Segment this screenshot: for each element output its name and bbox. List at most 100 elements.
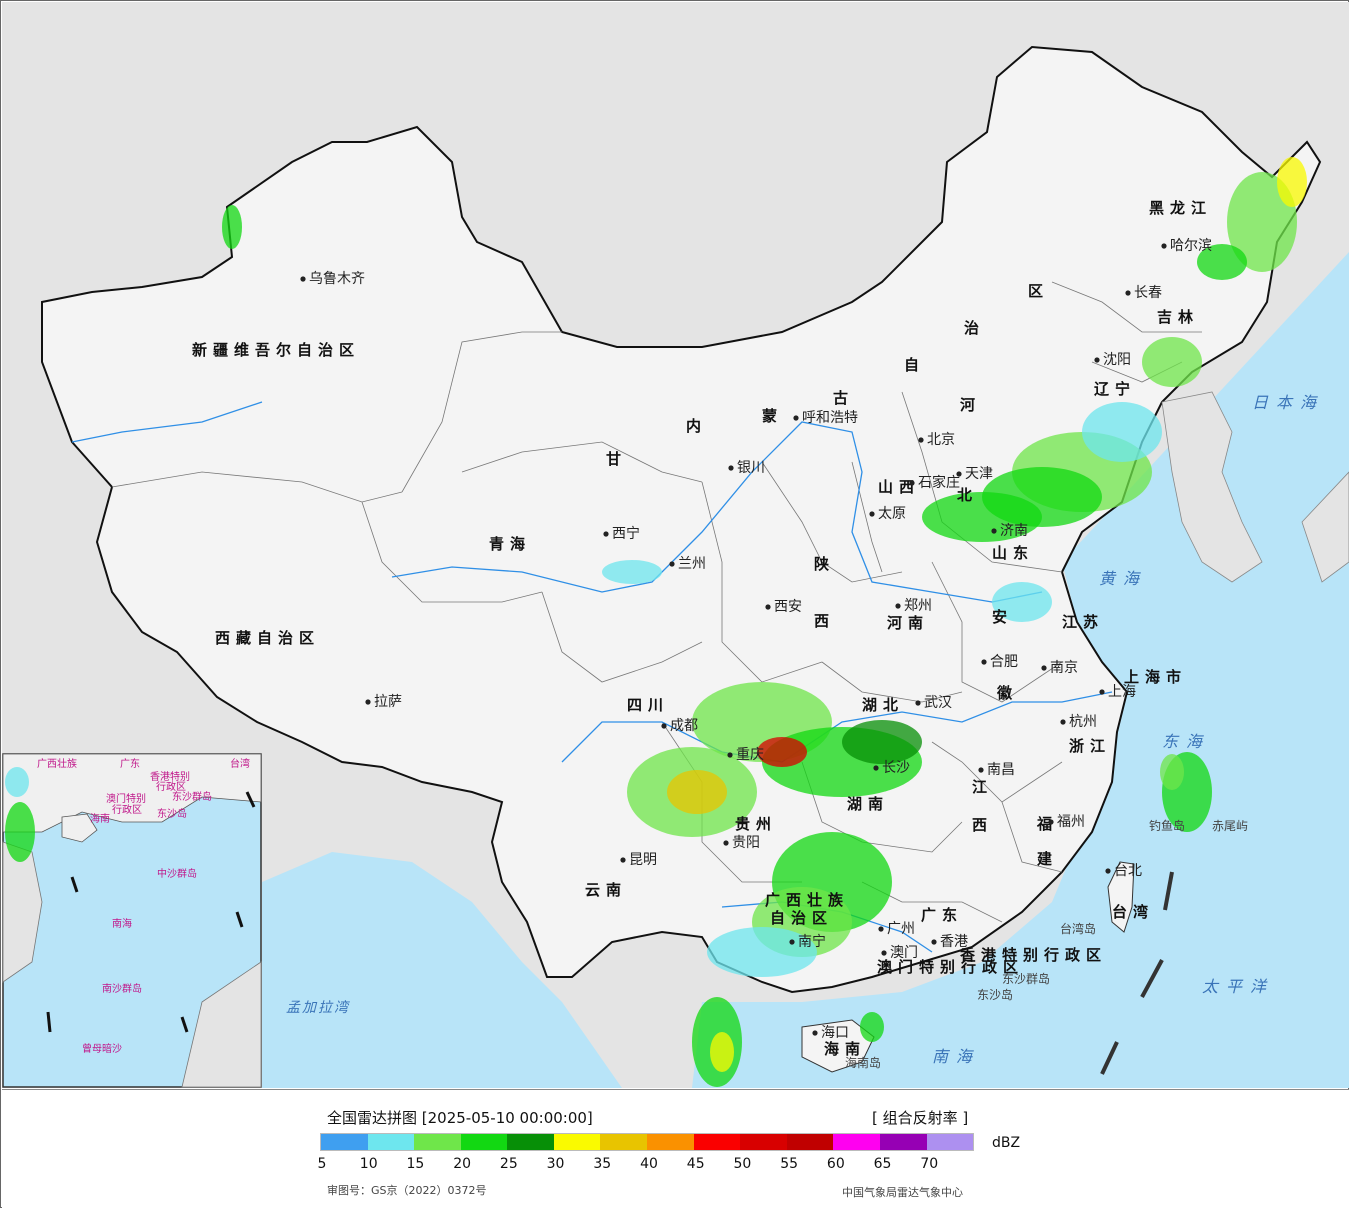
legend-tick-label: 5 bbox=[317, 1156, 327, 1172]
city-label: 长春 bbox=[1134, 285, 1162, 301]
province-label: 安 bbox=[992, 608, 1013, 626]
province-label: 陕 bbox=[814, 555, 835, 573]
island-label: 东沙群岛 bbox=[1002, 971, 1050, 986]
city-marker bbox=[1161, 243, 1167, 249]
legend-panel: 全国雷达拼图 [2025-05-10 00:00:00] [ 组合反射率 ] d… bbox=[2, 1089, 1349, 1208]
radar-map[interactable]: 新疆维吾尔自治区 西藏自治区 青海甘内蒙古自治区黑龙江 吉林 辽宁河北山西陕西河南 山东江… bbox=[2, 2, 1349, 1088]
city-label: 郑州 bbox=[904, 598, 932, 614]
radar-echo bbox=[707, 927, 817, 977]
province-label: 云南 bbox=[585, 881, 627, 899]
province-label: 青海 bbox=[489, 535, 531, 553]
legend-swatch bbox=[693, 1134, 741, 1150]
province-label: 台湾 bbox=[1112, 903, 1154, 921]
city-label: 杭州 bbox=[1069, 714, 1097, 730]
city-marker bbox=[1041, 665, 1047, 671]
legend-tick-label: 70 bbox=[920, 1156, 939, 1172]
city-label: 拉萨 bbox=[374, 694, 402, 710]
radar-echo bbox=[842, 720, 922, 764]
city-label: 银川 bbox=[737, 460, 765, 476]
legend-swatch bbox=[740, 1134, 787, 1150]
sea-label: 黄海 bbox=[1099, 569, 1147, 588]
province-label: 徽 bbox=[996, 684, 1018, 702]
inset-label: 海南 bbox=[90, 812, 110, 825]
legend-swatch bbox=[507, 1134, 554, 1150]
legend-tick-label: 65 bbox=[873, 1156, 892, 1172]
city-marker bbox=[981, 659, 987, 665]
inset-label: 东沙岛 bbox=[157, 807, 187, 820]
legend-swatch bbox=[367, 1134, 415, 1150]
province-label: 上海市 bbox=[1124, 668, 1187, 686]
province-label: 吉林 bbox=[1157, 308, 1199, 326]
inset-label: 中沙群岛 bbox=[157, 867, 197, 880]
legend-swatch bbox=[321, 1134, 368, 1150]
radar-echo bbox=[1142, 337, 1202, 387]
legend-tick-label: 50 bbox=[733, 1156, 752, 1172]
province-label: 山东 bbox=[992, 544, 1034, 562]
city-marker bbox=[909, 480, 915, 486]
city-label: 济南 bbox=[1000, 523, 1028, 539]
city-label: 南昌 bbox=[987, 762, 1015, 778]
legend-title: 全国雷达拼图 [2025-05-10 00:00:00] bbox=[327, 1109, 593, 1127]
radar-echo bbox=[922, 492, 1042, 542]
city-marker bbox=[1099, 689, 1105, 695]
maritime-boundary-dashes bbox=[1100, 871, 1174, 1075]
south-china-sea-inset bbox=[2, 753, 262, 1088]
city-marker bbox=[915, 700, 921, 706]
city-marker bbox=[1094, 357, 1100, 363]
city-label: 上海 bbox=[1108, 684, 1136, 700]
city-marker bbox=[365, 699, 371, 705]
legend-tick-label: 30 bbox=[546, 1156, 565, 1172]
city-label: 台北 bbox=[1114, 863, 1142, 879]
inset-label: 台湾 bbox=[230, 757, 250, 770]
city-label: 南宁 bbox=[798, 933, 826, 950]
province-label: 新疆维吾尔自治区 bbox=[192, 341, 360, 359]
city-label: 石家庄 bbox=[918, 474, 960, 491]
city-label: 广州 bbox=[887, 921, 915, 937]
inset-label: 行政区 bbox=[112, 803, 142, 816]
radar-echo bbox=[757, 737, 807, 767]
city-marker bbox=[603, 531, 609, 537]
city-label: 澳门 bbox=[890, 945, 918, 961]
radar-echo bbox=[1082, 402, 1162, 462]
city-label: 昆明 bbox=[629, 852, 657, 868]
province-borders bbox=[111, 281, 1202, 923]
radar-echo bbox=[860, 1012, 884, 1042]
city-label: 福州 bbox=[1057, 814, 1085, 830]
province-label: 内 bbox=[686, 417, 707, 435]
legend-swatch bbox=[833, 1134, 880, 1150]
island-label: 钓鱼岛 bbox=[1149, 818, 1185, 833]
province-label: 甘 bbox=[606, 450, 627, 468]
legend-tick-label: 60 bbox=[826, 1156, 845, 1172]
city-label: 乌鲁木齐 bbox=[309, 271, 365, 287]
city-label: 海口 bbox=[821, 1025, 849, 1041]
inset-label: 行政区 bbox=[156, 780, 186, 793]
province-label: 辽宁 bbox=[1094, 380, 1136, 398]
province-label: 澳门特别行政区 bbox=[877, 958, 1024, 976]
island-label: 东沙岛 bbox=[977, 987, 1013, 1002]
province-label: 区 bbox=[1028, 282, 1049, 300]
city-marker bbox=[765, 604, 771, 610]
legend-tick-label: 55 bbox=[780, 1156, 799, 1172]
city-marker bbox=[895, 603, 901, 609]
province-label: 湖南 bbox=[847, 795, 889, 813]
radar-echo bbox=[1277, 157, 1307, 207]
legend-swatch bbox=[647, 1134, 694, 1150]
sea-label: 太平洋 bbox=[1202, 977, 1274, 996]
province-label: 黑龙江 bbox=[1149, 199, 1212, 217]
legend-swatch bbox=[926, 1134, 974, 1150]
province-label: 香港特别行政区 bbox=[960, 946, 1107, 964]
radar-echo bbox=[222, 205, 242, 249]
province-label: 广西壮族 bbox=[765, 891, 849, 909]
province-label: 山西 bbox=[878, 478, 920, 496]
radar-echoes bbox=[5, 157, 1307, 1087]
inset-label: 广西壮族 bbox=[37, 757, 77, 770]
province-label: 古 bbox=[833, 389, 854, 407]
radar-echo bbox=[1160, 754, 1184, 790]
city-marker bbox=[978, 767, 984, 773]
legend-tick-label: 35 bbox=[593, 1156, 612, 1172]
city-marker bbox=[869, 511, 875, 517]
city-marker bbox=[918, 437, 924, 443]
